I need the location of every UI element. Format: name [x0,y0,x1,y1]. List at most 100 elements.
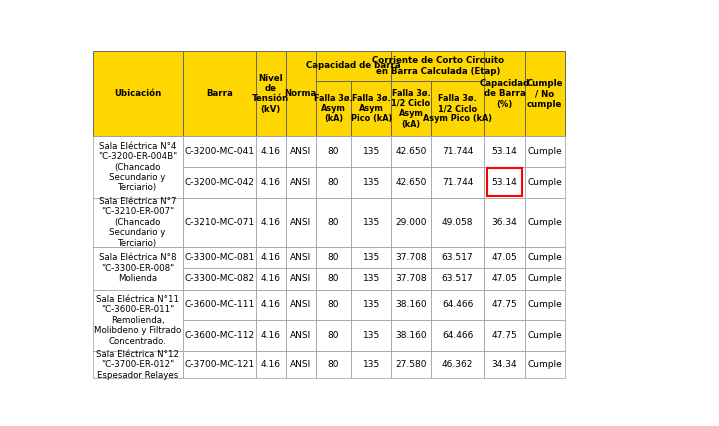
Text: 4.16: 4.16 [261,360,281,369]
Text: Sala Eléctrica N°12
"C-3700-ER-012"
Espesador Relayes: Sala Eléctrica N°12 "C-3700-ER-012" Espe… [96,350,179,380]
Text: 49.058: 49.058 [442,218,473,227]
Bar [285,320,316,351]
Bar [431,136,485,167]
Text: 135: 135 [362,218,380,227]
Text: 27.580: 27.580 [395,360,426,369]
Text: Cumple: Cumple [527,300,562,309]
Bar [391,268,431,290]
Text: 42.650: 42.650 [395,147,426,156]
Bar [183,247,256,268]
Bar [183,198,256,247]
Text: 63.517: 63.517 [441,253,473,262]
Bar [316,167,352,198]
Text: C-3300-MC-082: C-3300-MC-082 [184,274,255,283]
Bar [391,136,431,167]
Text: ANSI: ANSI [290,360,311,369]
Bar [485,247,525,268]
Bar [93,136,183,198]
Text: Sala Eléctrica N°7
"C-3210-ER-007"
(Chancado
Secundario y
Terciario): Sala Eléctrica N°7 "C-3210-ER-007" (Chan… [99,197,176,248]
Text: 36.34: 36.34 [492,218,518,227]
Bar [183,290,256,320]
Bar [256,351,285,378]
Text: C-3700-MC-121: C-3700-MC-121 [184,360,255,369]
Text: 135: 135 [362,147,380,156]
Bar [431,351,485,378]
Bar [316,136,352,167]
Text: 37.708: 37.708 [395,253,427,262]
Text: 29.000: 29.000 [395,218,426,227]
Text: C-3600-MC-111: C-3600-MC-111 [184,300,255,309]
Bar [316,320,352,351]
Text: C-3200-MC-041: C-3200-MC-041 [184,147,255,156]
Bar [256,247,285,268]
Bar [391,81,431,136]
Bar [256,51,285,136]
Text: 80: 80 [328,218,339,227]
Text: 46.362: 46.362 [442,360,473,369]
Text: 135: 135 [362,274,380,283]
Bar [285,268,316,290]
Text: 135: 135 [362,360,380,369]
Text: 80: 80 [328,274,339,283]
Text: C-3600-MC-112: C-3600-MC-112 [184,331,255,340]
Bar [431,290,485,320]
Text: C-3300-MC-081: C-3300-MC-081 [184,253,255,262]
Bar [352,320,391,351]
Bar [352,198,391,247]
Bar [391,198,431,247]
Bar [352,81,391,136]
Text: Falla 3ø.
1/2 Ciclo
Asym
(kA): Falla 3ø. 1/2 Ciclo Asym (kA) [391,89,431,129]
Bar [256,268,285,290]
Bar [525,51,565,136]
Text: 135: 135 [362,331,380,340]
Text: 80: 80 [328,300,339,309]
Bar [485,290,525,320]
Text: 4.16: 4.16 [261,300,281,309]
Bar [485,198,525,247]
Text: 53.14: 53.14 [492,147,518,156]
Text: 47.05: 47.05 [492,253,518,262]
Text: 4.16: 4.16 [261,253,281,262]
Bar [285,247,316,268]
Text: ANSI: ANSI [290,178,311,187]
Text: Falla 3ø.
Asym
(kA): Falla 3ø. Asym (kA) [314,94,353,124]
Text: 38.160: 38.160 [395,331,427,340]
Bar [352,167,391,198]
Text: ANSI: ANSI [290,274,311,283]
Bar [316,247,352,268]
Bar [183,167,256,198]
Bar [485,167,525,198]
Text: Cumple: Cumple [527,147,562,156]
Bar [183,136,256,167]
Bar [391,351,431,378]
Bar [352,136,391,167]
Text: ANSI: ANSI [290,331,311,340]
Bar [352,268,391,290]
Bar [485,351,525,378]
Text: Cumple: Cumple [527,331,562,340]
Bar [93,198,183,247]
Bar [316,51,391,81]
Bar [352,290,391,320]
Text: 80: 80 [328,178,339,187]
Text: C-3210-MC-071: C-3210-MC-071 [184,218,255,227]
Text: Capacidad de barra: Capacidad de barra [306,61,400,70]
Bar [183,268,256,290]
Bar [391,320,431,351]
Text: Cumple
/ No
cumple: Cumple / No cumple [526,79,563,109]
Text: Nivel
de
Tensión
(kV): Nivel de Tensión (kV) [252,74,290,114]
Text: 4.16: 4.16 [261,147,281,156]
Bar [431,198,485,247]
Bar [391,247,431,268]
Text: Falla 3ø.
1/2 Ciclo
Asym Pico (kA): Falla 3ø. 1/2 Ciclo Asym Pico (kA) [423,94,492,124]
Text: 47.05: 47.05 [492,274,518,283]
Bar [183,51,256,136]
Bar [316,268,352,290]
Text: 80: 80 [328,331,339,340]
Text: 42.650: 42.650 [395,178,426,187]
Text: 135: 135 [362,178,380,187]
Bar [285,290,316,320]
Bar [431,268,485,290]
Text: 80: 80 [328,360,339,369]
Bar [352,351,391,378]
